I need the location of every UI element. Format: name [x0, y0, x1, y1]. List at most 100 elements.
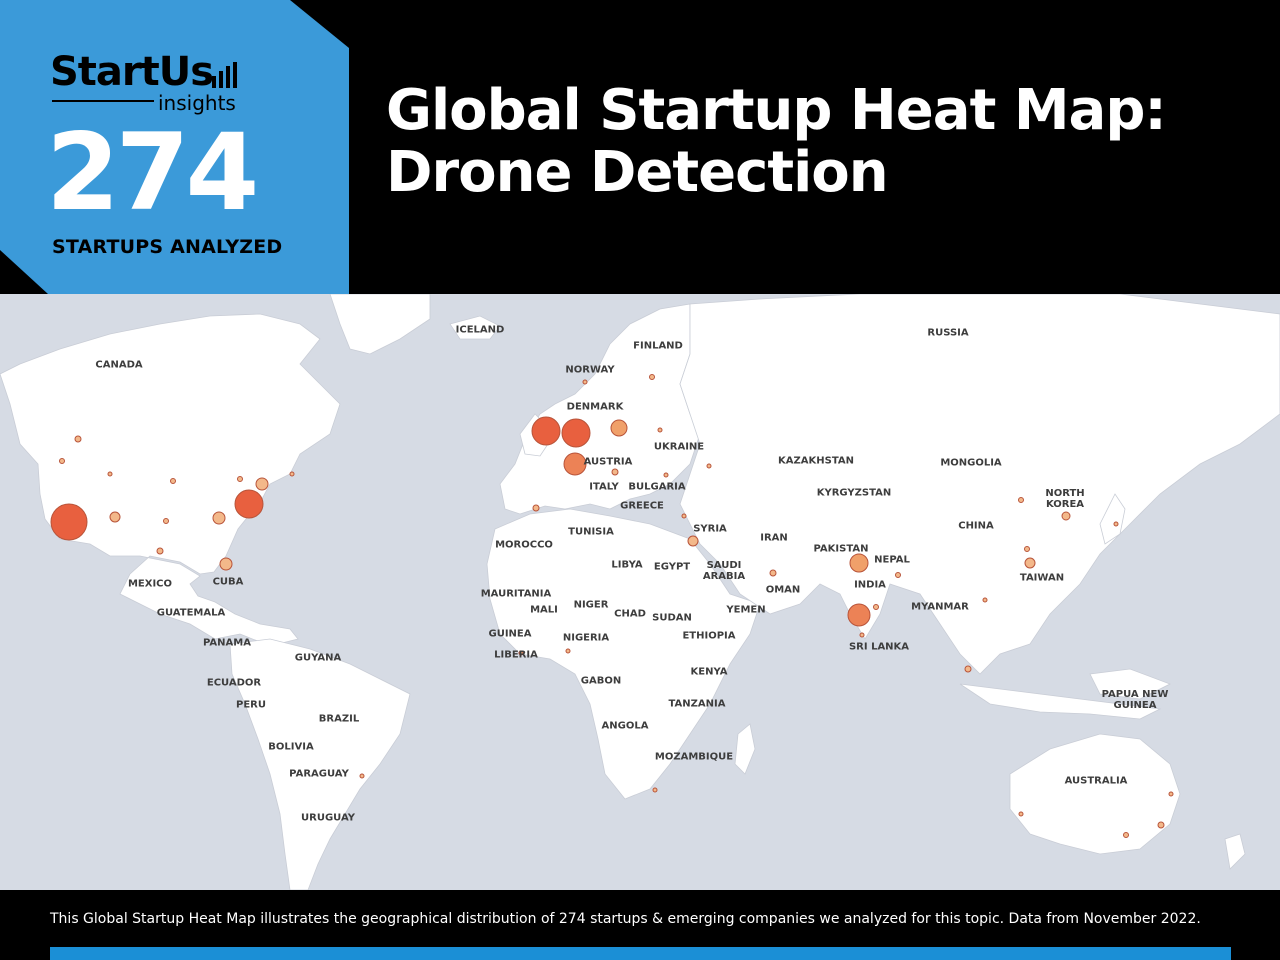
startus-logo: StartUs insights — [50, 50, 250, 116]
asia-land — [679, 294, 1280, 675]
bubble-sri-lanka — [859, 632, 865, 638]
bubble-texas — [212, 511, 226, 525]
map-label-norway: NORWAY — [565, 364, 615, 376]
bubble-nova-scotia — [289, 471, 295, 477]
title-line-2: Drone Detection — [386, 140, 889, 205]
map-label-ecuador: ECUADOR — [206, 677, 262, 689]
bubble-netherlands — [561, 418, 591, 448]
map-label-paraguay: PARAGUAY — [289, 768, 349, 780]
map-label-cuba: CUBA — [212, 576, 244, 588]
title-line-1: Global Startup Heat Map: — [386, 78, 1167, 143]
world-map: ICELAND RUSSIA FINLAND NORWAY CANADA DEN… — [0, 294, 1280, 890]
bubble-texas-south — [156, 547, 164, 555]
bubble-west-africa — [518, 650, 524, 656]
map-label-sri-lanka: SRI LANKA — [848, 641, 910, 653]
greenland-land — [329, 294, 431, 355]
map-label-guinea: GUINEA — [488, 628, 532, 640]
australia-land — [1009, 733, 1181, 855]
map-label-mongolia: MONGOLIA — [940, 457, 1002, 469]
bubble-vietnam — [982, 597, 988, 603]
map-label-morocco: MOROCCO — [495, 539, 553, 551]
bubble-brazil — [359, 773, 365, 779]
map-label-ethiopia: ETHIOPIA — [682, 630, 736, 642]
bubble-norway — [582, 379, 588, 385]
map-label-myanmar: MYANMAR — [911, 601, 969, 613]
map-label-greece: GREECE — [620, 500, 664, 512]
new-zealand-land — [1224, 833, 1246, 870]
map-label-australia: AUSTRALIA — [1064, 775, 1128, 787]
bubble-thailand — [964, 665, 972, 673]
map-label-taiwan: TAIWAN — [1019, 572, 1065, 584]
map-label-uruguay: URUGUAY — [301, 812, 355, 824]
map-label-finland: FINLAND — [633, 340, 683, 352]
logo-underline — [52, 100, 154, 102]
map-label-niger: NIGER — [573, 599, 609, 611]
map-label-guyana: GUYANA — [294, 652, 342, 664]
map-label-libya: LIBYA — [611, 559, 643, 571]
bubble-california — [50, 503, 88, 541]
map-label-iran: IRAN — [760, 532, 788, 544]
map-label-china: CHINA — [958, 520, 994, 532]
map-label-mali: MALI — [530, 604, 558, 616]
map-label-tanzania: TANZANIA — [668, 698, 726, 710]
map-label-mozambique: MOZAMBIQUE — [654, 751, 734, 763]
startup-count-caption: STARTUPS ANALYZED — [52, 236, 283, 258]
logo-main-text: StartUs — [50, 49, 214, 95]
africa-land — [486, 508, 761, 800]
map-label-oman: OMAN — [765, 584, 801, 596]
map-label-mexico: MEXICO — [127, 578, 173, 590]
map-label-kenya: KENYA — [690, 666, 728, 678]
bubble-chicago — [170, 478, 176, 484]
bar-chart-icon — [212, 62, 246, 88]
map-label-canada: CANADA — [95, 359, 143, 371]
map-label-iceland: ICELAND — [455, 324, 505, 336]
bubble-spain — [532, 504, 540, 512]
footer-accent-bar — [50, 947, 1231, 960]
bubble-israel — [687, 535, 699, 547]
bubble-bangladesh — [895, 572, 901, 578]
logo-sub-text: insights — [158, 91, 236, 115]
header: StartUs insights 274 STARTUPS ANALYZED G… — [0, 0, 1280, 294]
map-label-bolivia: BOLIVIA — [268, 741, 314, 753]
map-label-papua-new-guinea: PAPUA NEW GUINEA — [1101, 689, 1169, 711]
map-label-panama: PANAMA — [203, 637, 251, 649]
bubble-austria — [611, 468, 619, 476]
bubble-colorado — [109, 511, 121, 523]
startup-bubbles — [50, 374, 1174, 838]
bubble-seattle — [74, 435, 82, 443]
bubble-midwest — [163, 518, 169, 524]
bubble-sweden — [649, 374, 655, 380]
madagascar-land — [734, 723, 756, 775]
bubble-brisbane — [1168, 791, 1174, 797]
map-label-bulgaria: BULGARIA — [628, 481, 686, 493]
bubble-usa-ne — [255, 477, 269, 491]
bubble-south-africa — [652, 787, 658, 793]
bubble-india-south — [847, 603, 871, 627]
bubble-china-north — [1018, 497, 1024, 503]
map-label-brazil: BRAZIL — [318, 713, 360, 725]
bubble-florida — [219, 557, 233, 571]
map-label-peru: PERU — [236, 699, 266, 711]
map-label-nigeria: NIGERIA — [562, 632, 610, 644]
bubble-india-east — [873, 604, 879, 610]
south-america-land — [229, 638, 411, 890]
footer-note: This Global Startup Heat Map illustrates… — [50, 911, 1201, 927]
indonesia-land — [959, 683, 1162, 720]
map-label-gabon: GABON — [580, 675, 622, 687]
bubble-taiwan — [1024, 557, 1036, 569]
map-label-syria: SYRIA — [693, 523, 727, 535]
map-label-denmark: DENMARK — [566, 401, 624, 413]
map-label-kyrgyzstan: KYRGYZSTAN — [816, 487, 892, 499]
map-label-ukraine: UKRAINE — [653, 441, 705, 453]
map-label-austria: AUSTRIA — [583, 456, 633, 468]
bubble-melbourne — [1123, 832, 1129, 838]
iceland-land — [449, 315, 501, 340]
bubble-balkan — [657, 427, 663, 433]
bubble-greece — [681, 513, 687, 519]
map-label-nepal: NEPAL — [874, 554, 910, 566]
startup-count: 274 — [46, 111, 259, 234]
map-label-kazakhstan: KAZAKHSTAN — [778, 455, 854, 467]
bubble-perth — [1018, 811, 1024, 817]
page-title: Global Startup Heat Map: Drone Detection — [386, 80, 1266, 204]
bubble-japan — [1113, 521, 1119, 527]
